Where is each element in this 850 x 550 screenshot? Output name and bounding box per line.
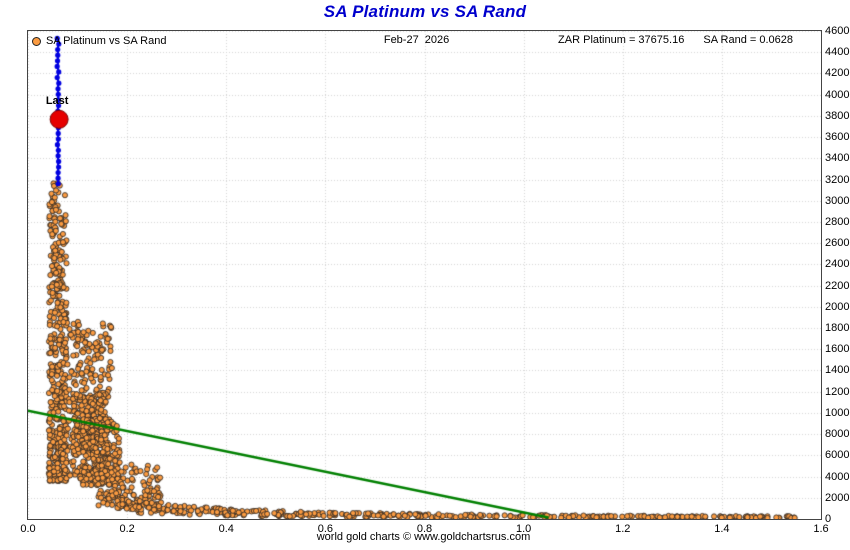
x-tick-label: 0.2 [119, 523, 135, 535]
y-tick-label: 22000 [825, 279, 850, 292]
y-tick-label: 4000 [825, 470, 850, 483]
y-tick-label: 34000 [825, 152, 850, 165]
y-tick-label: 6000 [825, 449, 850, 462]
plot-area: SA Platinum vs SA Rand Feb-27 2026 ZAR P… [20, 25, 850, 535]
x-tick-label: 0.0 [20, 523, 36, 535]
y-tick-label: 24000 [825, 258, 850, 271]
y-tick-label: 8000 [825, 428, 850, 441]
y-tick-label: 32000 [825, 173, 850, 186]
x-tick-label: 1.6 [813, 523, 829, 535]
footer-caption: world gold charts © www.goldchartsrus.co… [316, 531, 531, 543]
y-axis-ticks: 0 2000 4000 6000 8000 10000 12000 14000 16000 180… [821, 25, 850, 525]
y-tick-label: 38000 [825, 109, 850, 122]
y-tick-label: 12000 [825, 385, 850, 398]
date-label: Feb-27 2026 [383, 34, 450, 46]
x-axis-ticks: 0.0 0.2 0.4 0.6 0.8 1.0 1.2 1.4 1.6 [20, 519, 828, 539]
x-tick-label: 0.8 [416, 523, 433, 535]
y-tick-label: 20000 [825, 300, 850, 313]
y-tick-label: 40000 [825, 88, 850, 101]
legend-marker-icon [32, 36, 41, 46]
price-readout: ZAR Platinum = 37675.16 SA Rand = 0.0628 [558, 34, 793, 46]
y-tick-label: 0 [825, 513, 832, 525]
y-tick-label: 2000 [825, 491, 850, 504]
scatter-canvas [28, 31, 821, 519]
y-tick-label: 10000 [825, 406, 850, 419]
x-tick-label: 1.0 [515, 523, 532, 535]
last-label: Last [45, 95, 69, 108]
x-tick-label: 0.4 [218, 523, 234, 535]
y-tick-label: 46000 [825, 25, 850, 37]
y-tick-label: 30000 [825, 194, 850, 207]
legend-label: SA Platinum vs SA Rand [46, 35, 167, 47]
page-title: SA Platinum vs SA Rand [323, 2, 527, 21]
y-tick-label: 16000 [825, 343, 850, 356]
x-tick-label: 1.4 [714, 523, 730, 535]
x-tick-label: 1.2 [615, 523, 631, 535]
y-tick-label: 14000 [825, 364, 850, 377]
y-tick-label: 36000 [825, 131, 850, 144]
x-tick-label: 0.6 [317, 523, 334, 535]
y-tick-label: 44000 [825, 46, 850, 59]
sa-rand-value: SA Rand = 0.0628 [703, 34, 793, 46]
y-tick-label: 18000 [825, 322, 850, 335]
y-tick-label: 42000 [825, 67, 850, 80]
zar-platinum-value: ZAR Platinum = 37675.16 [558, 34, 685, 46]
legend: SA Platinum vs SA Rand [32, 35, 166, 47]
y-tick-label: 28000 [825, 215, 850, 228]
y-tick-label: 26000 [825, 237, 850, 250]
